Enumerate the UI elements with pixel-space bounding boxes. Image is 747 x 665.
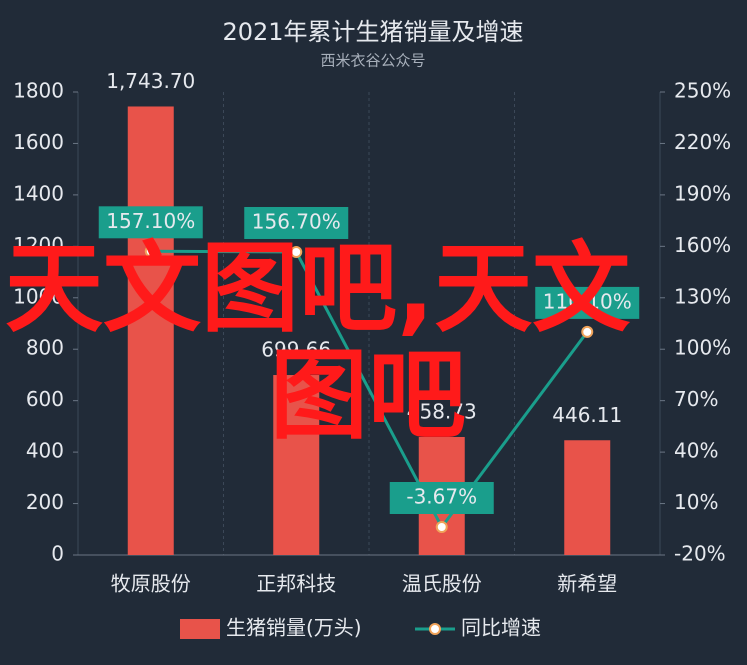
- y-tick-label: 1200: [13, 233, 64, 257]
- line-point: [435, 520, 448, 533]
- watermark: 图吧: [270, 339, 466, 453]
- x-tick-label: 新希望: [557, 572, 617, 596]
- label-box: [98, 206, 203, 239]
- y-tick-label: 1000: [13, 284, 64, 308]
- chart-title: 2021年累计生猪销量及增速: [222, 18, 523, 46]
- bar-value-label: 458.73: [407, 400, 477, 424]
- line: [150, 249, 589, 530]
- x-tick-label: 温氏股份: [402, 572, 482, 596]
- y-tick-label: 1800: [13, 79, 64, 103]
- y2-tick-label: 100%: [674, 336, 731, 360]
- y-tick-label: 200: [26, 490, 64, 514]
- y-tick-label: 800: [26, 336, 64, 360]
- line-value-label: 157.10%: [106, 209, 195, 233]
- y2-tick-label: 220%: [674, 130, 731, 154]
- y2-tick-label: 70%: [674, 387, 718, 411]
- y-tick-label: 400: [26, 439, 64, 463]
- chart-subtitle: 西米衣谷公众号: [320, 52, 425, 70]
- legend-label: 生猪销量(万头): [226, 616, 362, 640]
- label-box: [389, 481, 494, 514]
- line-point: [581, 325, 594, 338]
- label-box: [244, 206, 349, 239]
- line-point: [290, 245, 303, 258]
- bar: [273, 375, 320, 555]
- y-tick-label: 1600: [13, 130, 64, 154]
- y2-tick-label: 10%: [674, 490, 718, 514]
- legend-swatch-dot: [429, 623, 441, 635]
- legend-swatch: [180, 619, 220, 639]
- bar: [564, 440, 611, 555]
- legend-label: 同比增速: [461, 616, 541, 640]
- y-tick-label: 1400: [13, 181, 64, 205]
- y2-tick-label: 130%: [674, 284, 731, 308]
- watermark: 天文图吧,天文: [5, 232, 630, 346]
- bar-value-label: 446.11: [552, 403, 622, 427]
- bar-value-label: 699.66: [261, 338, 331, 362]
- line-value-label: -3.67%: [406, 484, 477, 508]
- line-point: [144, 245, 157, 258]
- y-tick-label: 0: [51, 542, 64, 566]
- label-box: [535, 286, 640, 319]
- bar-value-label: 1,743.70: [106, 69, 195, 93]
- line-value-label: 156.70%: [252, 209, 341, 233]
- y2-tick-label: 250%: [674, 79, 731, 103]
- line-value-label: 110.10%: [543, 289, 632, 313]
- y2-tick-label: 190%: [674, 181, 731, 205]
- bar: [127, 106, 174, 555]
- y-tick-label: 600: [26, 387, 64, 411]
- y2-tick-label: 160%: [674, 233, 731, 257]
- x-tick-label: 正邦科技: [256, 572, 336, 596]
- x-tick-label: 牧原股份: [111, 572, 191, 596]
- y2-tick-label: 40%: [674, 439, 718, 463]
- y2-tick-label: -20%: [674, 542, 726, 566]
